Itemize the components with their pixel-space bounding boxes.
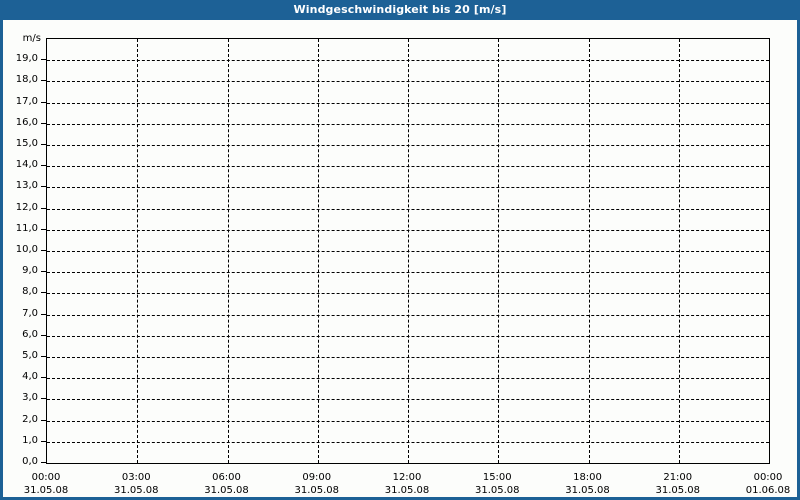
x-axis-tick-label: 15:00 31.05.08 bbox=[452, 471, 542, 497]
x-axis-tick-time: 09:00 bbox=[302, 472, 332, 483]
x-axis-tick-date: 31.05.08 bbox=[23, 485, 69, 496]
x-axis-tick-time: 06:00 bbox=[212, 472, 241, 483]
y-axis-tick bbox=[41, 398, 46, 400]
x-axis-tick-time: 00:00 bbox=[753, 472, 783, 483]
x-axis-tick-label: 12:00 31.05.08 bbox=[362, 471, 452, 497]
x-axis-tick-time: 21:00 bbox=[663, 472, 693, 483]
y-axis-tick bbox=[41, 80, 46, 82]
y-axis-tick bbox=[41, 334, 46, 336]
y-axis-tick-label: 7,0 bbox=[22, 307, 38, 319]
x-axis-tick-time: 03:00 bbox=[121, 472, 151, 483]
x-axis-tick-label: 21:00 31.05.08 bbox=[633, 471, 723, 497]
y-axis-tick bbox=[41, 186, 46, 188]
x-axis-tick-date: 31.05.08 bbox=[474, 485, 520, 496]
y-axis-tick bbox=[41, 207, 46, 209]
y-axis-tick-label: 13,0 bbox=[15, 180, 38, 192]
vertical-gridline bbox=[588, 39, 590, 463]
plot-area bbox=[46, 38, 770, 464]
x-axis-tick-date: 31.05.08 bbox=[113, 485, 159, 496]
y-axis-tick bbox=[41, 356, 46, 357]
x-axis-tick-date: 31.05.08 bbox=[294, 485, 340, 496]
x-axis-tick-time: 15:00 bbox=[482, 472, 512, 483]
y-axis-tick-label: 16,0 bbox=[15, 116, 38, 128]
y-axis-tick bbox=[41, 228, 46, 230]
y-axis-tick-label: 12,0 bbox=[15, 201, 38, 213]
y-axis-tick-label: 15,0 bbox=[15, 138, 38, 149]
y-axis-tick-label: 3,0 bbox=[22, 392, 38, 404]
y-axis-tick-label: 18,0 bbox=[15, 74, 38, 86]
vertical-gridline bbox=[137, 39, 139, 463]
x-axis-tick-date: 31.05.08 bbox=[204, 485, 249, 496]
x-axis-tick-date: 31.05.08 bbox=[565, 485, 610, 496]
y-axis-tick-label: 14,0 bbox=[15, 159, 38, 171]
vertical-gridline bbox=[678, 39, 680, 463]
y-axis-tick bbox=[41, 101, 46, 103]
y-axis-tick-label: 1,0 bbox=[22, 434, 38, 446]
y-axis-tick bbox=[41, 462, 46, 463]
x-axis-tick-time: 00:00 bbox=[31, 472, 61, 483]
grid-lines bbox=[47, 39, 769, 463]
page-title: Windgeschwindigkeit bis 20 [m/s] bbox=[293, 3, 507, 16]
x-axis-tick-label: 09:00 31.05.08 bbox=[272, 471, 362, 497]
y-axis-tick-label: 8,0 bbox=[22, 286, 38, 298]
y-axis-tick-label: 4,0 bbox=[22, 371, 38, 383]
y-axis-tick bbox=[41, 271, 46, 273]
window-title-bar: Windgeschwindigkeit bis 20 [m/s] bbox=[0, 0, 800, 20]
y-axis-tick bbox=[41, 419, 46, 421]
y-axis-tick bbox=[41, 122, 46, 124]
y-axis-tick-label: 19,0 bbox=[15, 53, 38, 65]
y-axis-tick-label: 0,0 bbox=[22, 456, 38, 467]
y-axis-tick-label: 10,0 bbox=[15, 244, 38, 255]
y-axis-tick bbox=[41, 377, 46, 379]
vertical-gridline bbox=[408, 39, 409, 463]
vertical-gridline bbox=[317, 39, 319, 463]
x-axis-tick-date: 01.06.08 bbox=[745, 485, 791, 496]
x-axis-tick-time: 18:00 bbox=[573, 472, 602, 483]
x-axis-tick-date: 31.05.08 bbox=[655, 485, 701, 496]
y-axis-tick-label: 6,0 bbox=[22, 328, 38, 340]
y-axis-tick-label: 11,0 bbox=[15, 222, 38, 234]
y-axis-tick-label: 9,0 bbox=[22, 265, 38, 277]
y-axis-tick bbox=[41, 440, 46, 442]
x-axis-tick-date: 31.05.08 bbox=[384, 485, 430, 496]
y-axis-tick-label: 5,0 bbox=[22, 350, 38, 361]
x-axis-tick-label: 00:00 01.06.08 bbox=[723, 471, 800, 497]
y-axis-tick bbox=[41, 313, 46, 315]
y-axis-tick-label: 2,0 bbox=[22, 413, 38, 425]
y-axis-tick bbox=[41, 165, 46, 167]
vertical-gridline bbox=[227, 39, 229, 463]
y-axis-tick bbox=[41, 292, 46, 294]
y-axis-tick-label: 17,0 bbox=[15, 95, 38, 107]
y-axis-tick bbox=[41, 144, 46, 145]
x-axis-tick-label: 00:00 31.05.08 bbox=[1, 471, 91, 497]
y-axis-unit-label: m/s bbox=[22, 33, 41, 44]
x-axis-tick-time: 12:00 bbox=[392, 472, 422, 483]
chart-canvas: m/s 0,0 1,0 2,0 3,0 4,0 5,0 6,0 7,0 8,0 9,0 10,0 11… bbox=[3, 20, 797, 497]
y-axis-tick bbox=[41, 59, 46, 61]
x-axis-tick-label: 03:00 31.05.08 bbox=[91, 471, 181, 497]
y-axis-tick bbox=[41, 250, 46, 251]
vertical-gridline bbox=[498, 39, 500, 463]
x-axis-tick-label: 18:00 31.05.08 bbox=[543, 471, 633, 497]
x-axis-tick-label: 06:00 31.05.08 bbox=[182, 471, 272, 497]
